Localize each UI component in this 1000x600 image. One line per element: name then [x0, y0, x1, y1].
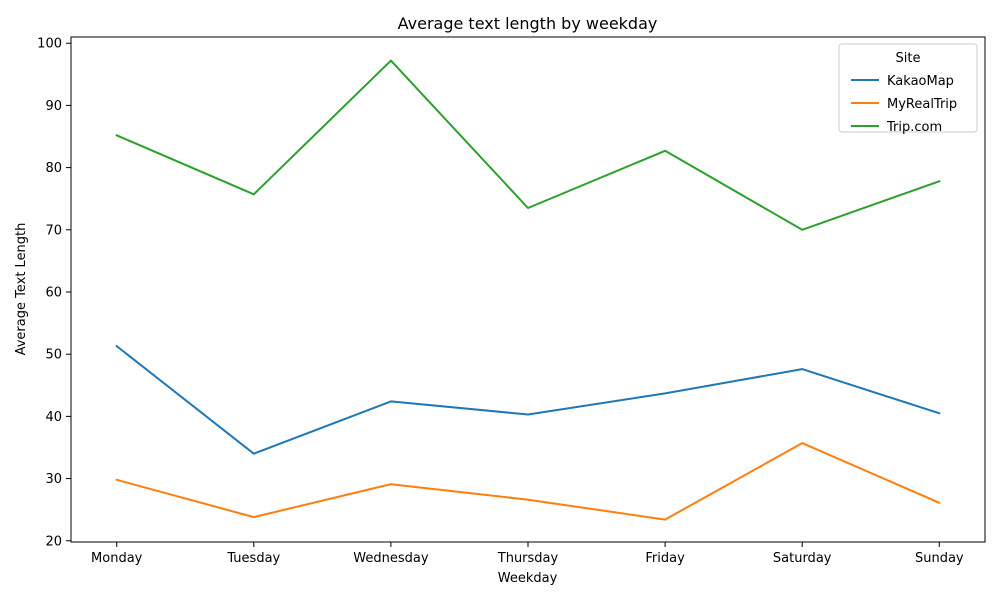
y-tick-label: 50 [45, 348, 62, 363]
legend-label: MyRealTrip [887, 97, 957, 112]
series-line-trip-com [115, 59, 941, 231]
x-tick-label: Wednesday [353, 551, 429, 566]
x-axis-title: Weekday [498, 571, 558, 586]
x-tick-label: Friday [645, 551, 685, 566]
legend-box [838, 43, 978, 133]
y-tick-label: 90 [45, 99, 62, 114]
x-tick-label: Sunday [915, 551, 964, 566]
y-tick-label: 40 [45, 410, 62, 425]
legend-label: KakaoMap [887, 74, 954, 89]
legend-item: Trip.com [851, 120, 942, 135]
legend: Site KakaoMap MyRealTrip Trip.com [838, 43, 978, 135]
series-line-kakaomap [115, 344, 941, 455]
legend-label: Trip.com [886, 120, 942, 135]
x-axis-ticks: Monday Tuesday Wednesday Thursday Friday Satu… [91, 542, 964, 566]
y-tick-label: 70 [45, 223, 62, 238]
y-tick-label: 30 [45, 472, 62, 487]
y-axis-ticks: 20 30 40 50 60 70 80 90 100 [37, 37, 71, 549]
y-tick-label: 60 [45, 285, 62, 300]
legend-title: Site [896, 51, 921, 66]
y-tick-label: 100 [37, 37, 62, 52]
y-tick-label: 20 [45, 534, 62, 549]
x-tick-label: Tuesday [226, 551, 280, 566]
y-axis-title: Average Text Length [14, 223, 29, 356]
y-tick-label: 80 [45, 161, 62, 176]
legend-item: KakaoMap [851, 74, 954, 89]
x-tick-label: Saturday [773, 551, 832, 566]
legend-item: MyRealTrip [851, 97, 957, 112]
chart-title: Average text length by weekday [398, 14, 658, 33]
x-tick-label: Monday [91, 551, 143, 566]
series-line-myrealtrip [115, 442, 941, 521]
x-tick-label: Thursday [497, 551, 559, 566]
